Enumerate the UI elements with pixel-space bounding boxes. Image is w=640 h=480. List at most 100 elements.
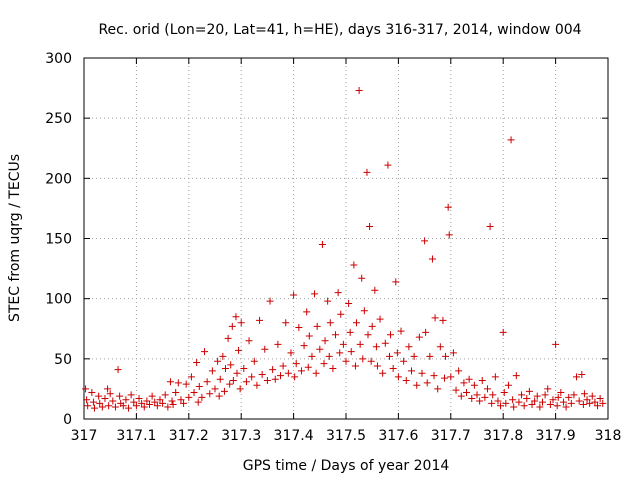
data-point	[342, 357, 350, 365]
data-point	[531, 397, 539, 405]
data-point	[95, 392, 103, 400]
data-point	[421, 237, 429, 245]
data-point	[206, 390, 214, 398]
data-point	[439, 316, 447, 324]
data-point	[198, 393, 206, 401]
data-point	[180, 399, 188, 407]
data-point	[292, 360, 300, 368]
data-point	[379, 369, 387, 377]
data-point	[114, 366, 122, 374]
x-tick-label: 317.2	[169, 428, 209, 444]
data-point	[89, 398, 97, 406]
data-point	[182, 380, 190, 388]
data-point	[316, 345, 324, 353]
data-point	[256, 316, 264, 324]
data-point	[312, 369, 320, 377]
data-point	[525, 387, 533, 395]
data-point	[408, 367, 415, 375]
data-point	[109, 397, 117, 405]
data-point	[271, 375, 279, 383]
data-point	[253, 381, 261, 389]
data-point	[384, 161, 392, 169]
data-point	[397, 327, 405, 335]
data-point	[528, 401, 536, 409]
x-tick-label: 317.5	[326, 428, 366, 444]
data-point	[476, 397, 484, 405]
data-point	[90, 404, 98, 412]
data-point	[478, 376, 486, 384]
data-point	[250, 357, 258, 365]
data-point	[557, 389, 565, 397]
data-point	[510, 403, 518, 411]
data-point	[304, 363, 312, 371]
axis-ticks	[83, 57, 609, 420]
data-point	[208, 367, 216, 375]
data-point	[430, 372, 438, 380]
x-tick-label: 317.3	[221, 428, 261, 444]
y-tick-label: 0	[63, 412, 72, 428]
data-point	[463, 389, 471, 397]
data-point	[83, 396, 91, 404]
data-point	[423, 379, 431, 387]
data-point	[352, 319, 360, 327]
data-point	[295, 324, 303, 332]
data-point	[237, 319, 245, 327]
data-point	[346, 328, 354, 336]
data-point	[586, 399, 594, 407]
data-point	[332, 331, 340, 339]
data-point	[284, 369, 292, 377]
data-point	[297, 367, 305, 375]
data-point	[125, 404, 133, 412]
x-tick-label: 317.4	[274, 428, 314, 444]
data-point	[457, 392, 465, 400]
data-point	[500, 389, 508, 397]
data-point	[96, 399, 104, 407]
data-point	[291, 373, 299, 381]
data-point	[483, 385, 491, 393]
data-point	[580, 390, 588, 398]
data-point	[303, 308, 311, 316]
data-point	[559, 398, 567, 406]
data-point	[242, 378, 250, 386]
data-point	[426, 352, 434, 360]
data-point	[486, 222, 494, 230]
data-point	[169, 401, 177, 409]
data-point	[84, 402, 92, 410]
data-point	[161, 391, 169, 399]
data-point	[554, 393, 562, 401]
data-point	[364, 331, 372, 339]
data-point	[552, 340, 560, 348]
data-point	[579, 401, 587, 409]
data-point	[594, 402, 602, 410]
data-point	[465, 375, 473, 383]
data-point	[140, 403, 148, 411]
x-tick-label: 317.6	[378, 428, 418, 444]
data-point	[305, 332, 313, 340]
data-point	[363, 168, 371, 176]
data-point	[216, 375, 224, 383]
data-point	[308, 352, 316, 360]
data-point	[599, 399, 607, 407]
data-point	[132, 402, 140, 410]
data-point	[544, 385, 552, 393]
data-point	[405, 343, 413, 351]
data-point	[290, 291, 298, 299]
data-point	[393, 349, 401, 357]
data-point	[229, 376, 237, 384]
data-point	[489, 391, 497, 399]
chart-title: Rec. orid (Lon=20, Lat=41, h=HE), days 3…	[98, 22, 581, 38]
data-point	[233, 369, 241, 377]
data-point	[358, 274, 366, 282]
data-point	[215, 392, 223, 400]
data-point	[588, 392, 596, 400]
data-point	[533, 392, 541, 400]
grid-lines	[84, 58, 608, 419]
data-point	[221, 364, 229, 372]
data-point	[185, 393, 193, 401]
data-point	[111, 403, 119, 411]
data-point	[385, 352, 393, 360]
data-point	[415, 333, 423, 341]
data-point	[400, 357, 408, 365]
data-point	[174, 379, 182, 387]
data-point	[214, 357, 222, 365]
